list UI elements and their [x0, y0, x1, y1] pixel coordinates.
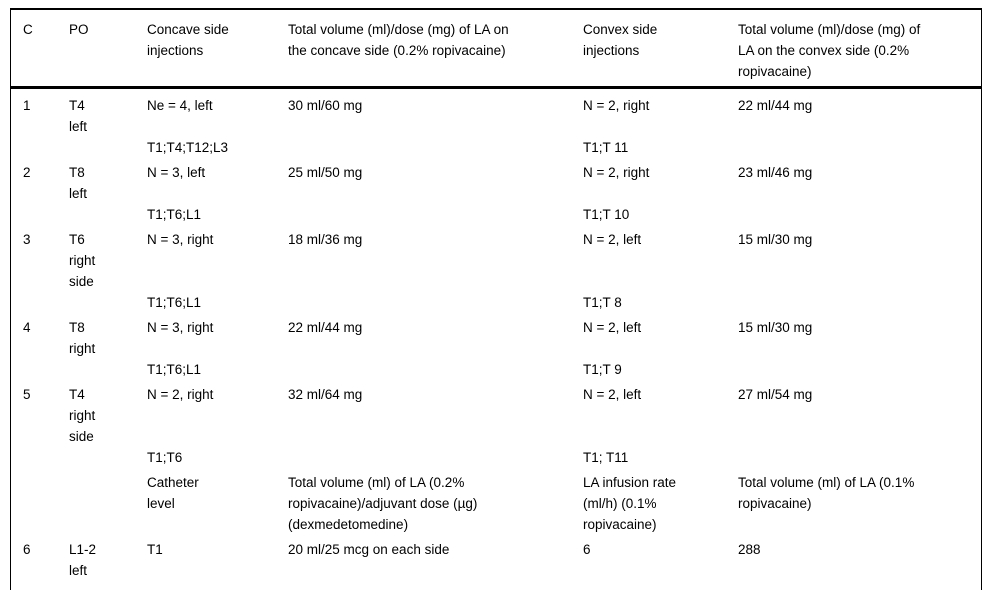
cell-convex_volume: Total volume (ml) of LA (0.1% ropivacain…: [738, 475, 915, 511]
cell-convex_volume: 15 ml/30 mg: [738, 232, 813, 247]
cell-concave_injections: Catheter level: [147, 475, 199, 511]
cell-concave_injections: Ne = 4, left T1;T4;T12;L3: [147, 98, 229, 155]
cell-po: T8 right: [69, 320, 96, 356]
cell-po: T4 right side: [69, 387, 96, 444]
table-body: 1 T4 left Ne = 4, left T1;T4;T12;L3 30 ml/6…: [11, 89, 981, 590]
cell-c: 2: [23, 165, 31, 180]
cell-po: T4 left: [69, 98, 88, 134]
column-header-convex_volume: Total volume (ml)/dose (mg) of LA on the…: [738, 22, 921, 79]
cell-convex_volume: 15 ml/30 mg: [738, 320, 813, 335]
table-row-case-6: 6 L1-2 left T1 20 ml/25 mcg on each side 6 28…: [23, 539, 981, 581]
cell-convex_injections: N = 2, left T1;T 8: [583, 232, 642, 310]
cell-concave_injections: T1: [147, 542, 163, 557]
cell-convex_injections: N = 2, left T1;T 9: [583, 320, 642, 377]
table-row-case-4: 4 T8 right N = 3, right T1;T6;L1 22 ml/44 m…: [23, 317, 981, 380]
cell-convex_volume: 27 ml/54 mg: [738, 387, 813, 402]
column-header-concave_volume: Total volume (ml)/dose (mg) of LA on the…: [288, 22, 509, 58]
cell-concave_injections: N = 2, right T1;T6: [147, 387, 214, 465]
cell-concave_injections: N = 3, right T1;T6;L1: [147, 232, 214, 310]
table-subheader-row: Catheter level Total volume (ml) of LA (0…: [23, 472, 981, 535]
cell-concave_volume: 22 ml/44 mg: [288, 320, 363, 335]
cell-concave_volume: 30 ml/60 mg: [288, 98, 363, 113]
cell-c: 3: [23, 232, 31, 247]
column-header-concave_injections: Concave side injections: [147, 22, 229, 58]
cell-po: T6 right side: [69, 232, 96, 289]
cell-convex_volume: 23 ml/46 mg: [738, 165, 813, 180]
cell-po: [69, 472, 147, 535]
cell-po: L1-2 left: [69, 542, 97, 578]
column-header-convex_injections: Convex side injections: [583, 22, 658, 58]
cell-concave_volume: 32 ml/64 mg: [288, 387, 363, 402]
injections-table: C PO Concave side injections Total volume (…: [10, 8, 982, 590]
cell-convex_injections: N = 2, right T1;T 10: [583, 165, 650, 222]
table-row-case-1: 1 T4 left Ne = 4, left T1;T4;T12;L3 30 ml/6…: [23, 95, 981, 158]
cell-concave_volume: 18 ml/36 mg: [288, 232, 363, 247]
cell-c: 1: [23, 98, 31, 113]
cell-convex_injections: LA infusion rate (ml/h) (0.1% ropivacain…: [583, 475, 677, 532]
cell-c: [23, 472, 69, 535]
cell-c: 6: [23, 542, 31, 557]
table-row-case-2: 2 T8 left N = 3, left T1;T6;L1 25 ml/50 mg N…: [23, 162, 981, 225]
cell-c: 4: [23, 320, 31, 335]
cell-concave_injections: N = 3, left T1;T6;L1: [147, 165, 206, 222]
cell-c: 5: [23, 387, 31, 402]
cell-concave_volume: Total volume (ml) of LA (0.2% ropivacain…: [288, 475, 478, 532]
cell-convex_injections: N = 2, right T1;T 11: [583, 98, 650, 155]
cell-po: T8 left: [69, 165, 88, 201]
table-row-case-5: 5 T4 right side N = 2, right T1;T6 32 ml/64…: [23, 384, 981, 468]
cell-convex_volume: 288: [738, 542, 761, 557]
table-row-case-3: 3 T6 right side N = 3, right T1;T6;L1 18 ml…: [23, 229, 981, 313]
cell-convex_injections: N = 2, left T1; T11: [583, 387, 642, 465]
column-header-c: C: [23, 22, 33, 37]
table-header-row: C PO Concave side injections Total volume (…: [11, 10, 981, 89]
cell-concave_volume: 25 ml/50 mg: [288, 165, 363, 180]
cell-convex_injections: 6: [583, 542, 591, 557]
column-header-po: PO: [69, 22, 89, 37]
cell-convex_volume: 22 ml/44 mg: [738, 98, 813, 113]
cell-concave_volume: 20 ml/25 mcg on each side: [288, 542, 450, 557]
cell-concave_injections: N = 3, right T1;T6;L1: [147, 320, 214, 377]
